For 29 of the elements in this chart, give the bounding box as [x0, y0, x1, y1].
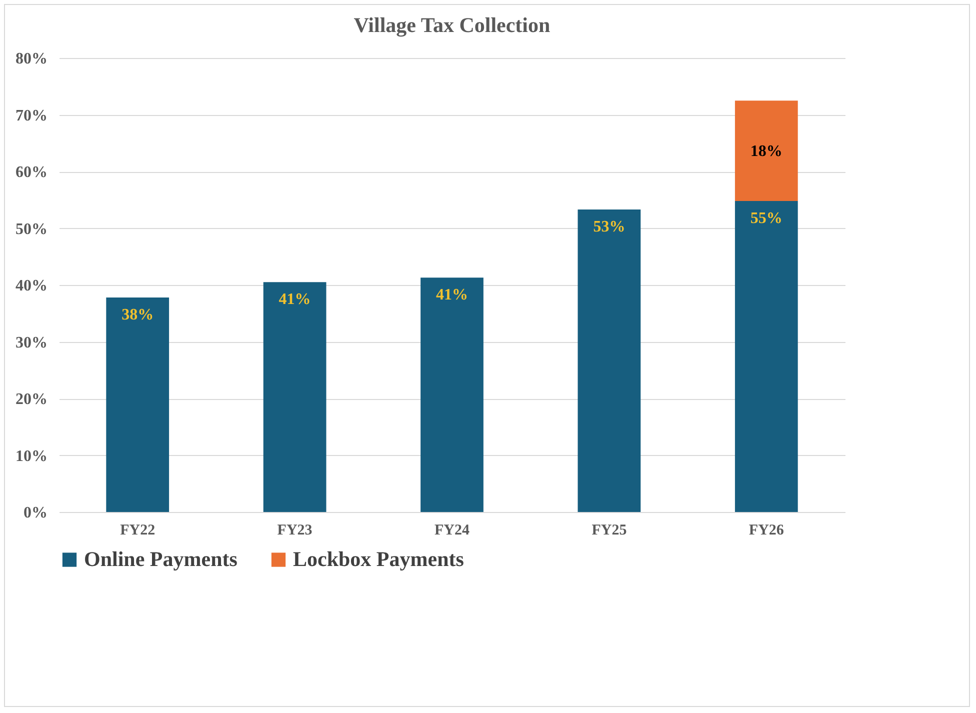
- x-tick-label: FY23: [277, 522, 312, 538]
- data-label: 38%: [122, 306, 154, 324]
- y-tick-label: 0%: [24, 504, 48, 522]
- data-label: 55%: [750, 210, 782, 228]
- y-tick-label: 10%: [16, 448, 48, 465]
- data-label: 18%: [750, 142, 782, 160]
- chart-title: Village Tax Collection: [354, 13, 551, 37]
- data-label: 41%: [436, 286, 468, 304]
- data-label: 41%: [278, 291, 311, 308]
- x-tick-label: FY25: [592, 522, 627, 538]
- bar: [734, 201, 798, 512]
- bar: [263, 282, 326, 512]
- bar: [578, 210, 641, 512]
- y-tick-label: 20%: [16, 391, 48, 408]
- legend-label: Online Payments: [84, 546, 238, 571]
- y-tick-label: 50%: [16, 220, 48, 238]
- bar: [106, 297, 170, 512]
- y-tick-label: 80%: [16, 50, 48, 68]
- legend-label: Lockbox Payments: [293, 546, 464, 571]
- y-tick-label: 70%: [16, 107, 48, 124]
- bar: [420, 278, 484, 512]
- y-tick-label: 60%: [16, 164, 48, 181]
- x-tick-label: FY22: [120, 522, 156, 538]
- x-tick-label: FY24: [434, 522, 470, 538]
- y-tick-label: 30%: [16, 334, 48, 352]
- y-tick-label: 40%: [16, 278, 48, 294]
- x-tick-label: FY26: [748, 522, 784, 538]
- data-label: 53%: [593, 218, 626, 236]
- bar: [734, 100, 798, 202]
